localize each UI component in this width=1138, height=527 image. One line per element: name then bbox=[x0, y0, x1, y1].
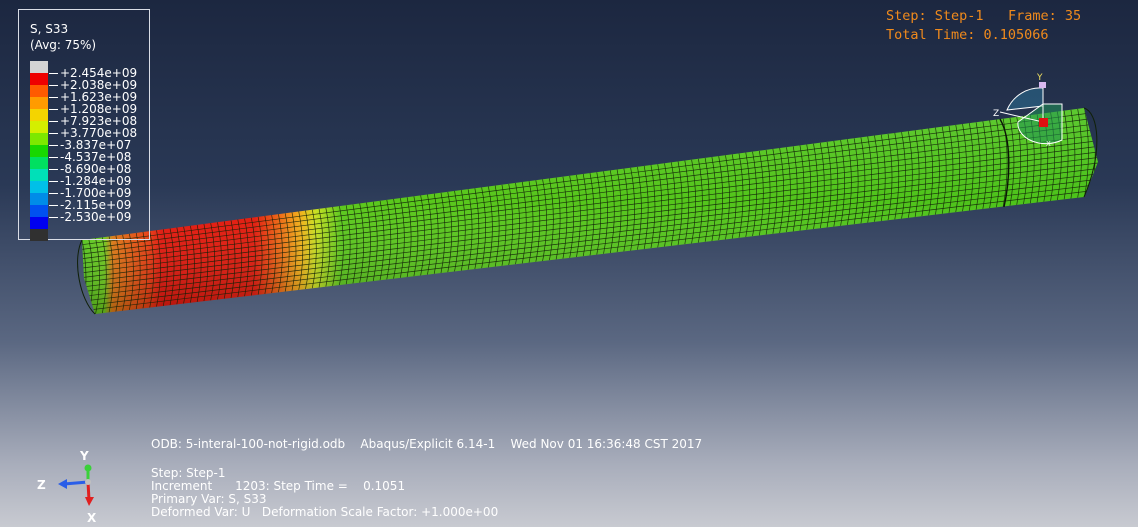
legend-swatch bbox=[30, 85, 48, 97]
legend-tick bbox=[49, 145, 58, 146]
legend-title: S, S33 bbox=[30, 22, 69, 36]
frame-label: Frame: 35 bbox=[1007, 8, 1082, 24]
legend-swatch bbox=[30, 145, 48, 157]
legend-swatch bbox=[30, 109, 48, 121]
triad-y-label: Y bbox=[80, 449, 89, 463]
view-triad-icon bbox=[999, 82, 1063, 145]
legend-swatch bbox=[30, 193, 48, 205]
legend-swatch bbox=[30, 169, 48, 181]
legend-value: -8.690e+08 bbox=[60, 162, 132, 176]
legend-tick bbox=[49, 217, 58, 218]
deformed-var-info: Deformed Var: U Deformation Scale Factor… bbox=[151, 505, 499, 519]
total-time-label: Total Time: 0.105066 bbox=[886, 27, 1049, 43]
legend-value: -2.115e+09 bbox=[60, 198, 132, 212]
legend-tick bbox=[49, 181, 58, 182]
triad-x-label: X bbox=[87, 511, 97, 525]
view-triad-y-label: Y bbox=[1036, 73, 1043, 83]
legend-value: +7.923e+08 bbox=[60, 114, 138, 128]
color-legend: S, S33 (Avg: 75%) +2.454e+09 +2.038e+09 +1… bbox=[18, 9, 150, 241]
legend-subtitle: (Avg: 75%) bbox=[30, 38, 97, 52]
increment-info: Increment 1203: Step Time = 0.1051 bbox=[151, 479, 406, 493]
step-label: Step: Step-1 bbox=[886, 8, 984, 24]
legend-value: -1.700e+09 bbox=[60, 186, 132, 200]
primary-var-info: Primary Var: S, S33 bbox=[151, 492, 267, 506]
triad-z-label: Z bbox=[37, 478, 46, 492]
step-info: Step: Step-1 bbox=[151, 466, 226, 480]
view-triad-x-label: X bbox=[1046, 140, 1051, 148]
view-triad-z-label: Z bbox=[993, 109, 999, 119]
legend-tick bbox=[49, 193, 58, 194]
legend-swatch bbox=[30, 121, 48, 133]
odb-info: ODB: 5-interal-100-not-rigid.odb Abaqus/… bbox=[151, 437, 703, 451]
legend-value: -1.284e+09 bbox=[60, 174, 132, 188]
legend-swatch bbox=[30, 61, 48, 73]
legend-value: -3.837e+07 bbox=[60, 138, 132, 152]
legend-tick bbox=[49, 97, 58, 98]
legend-swatch bbox=[30, 73, 48, 85]
legend-swatch bbox=[30, 205, 48, 217]
legend-tick bbox=[49, 109, 58, 110]
legend-swatch bbox=[30, 229, 48, 241]
legend-value: +1.208e+09 bbox=[60, 102, 138, 116]
frame-info: Step: Step-1 Frame: 35 Total Time: 0.105… bbox=[886, 7, 1081, 45]
tube-mesh bbox=[77, 107, 1098, 315]
legend-tick bbox=[49, 85, 58, 86]
legend-tick bbox=[49, 157, 58, 158]
legend-tick bbox=[49, 169, 58, 170]
legend-swatch bbox=[30, 181, 48, 193]
legend-value: +2.038e+09 bbox=[60, 78, 138, 92]
legend-value: -2.530e+09 bbox=[60, 210, 132, 224]
legend-swatch bbox=[30, 133, 48, 145]
legend-tick bbox=[49, 121, 58, 122]
legend-value: +1.623e+09 bbox=[60, 90, 138, 104]
legend-value: -4.537e+08 bbox=[60, 150, 132, 164]
legend-tick bbox=[49, 205, 58, 206]
global-axis-triad bbox=[58, 464, 94, 506]
legend-swatch bbox=[30, 97, 48, 109]
legend-swatch bbox=[30, 217, 48, 229]
legend-value: +2.454e+09 bbox=[60, 66, 138, 80]
legend-value: +3.770e+08 bbox=[60, 126, 138, 140]
legend-tick bbox=[49, 73, 58, 74]
legend-tick bbox=[49, 133, 58, 134]
legend-swatch bbox=[30, 157, 48, 169]
